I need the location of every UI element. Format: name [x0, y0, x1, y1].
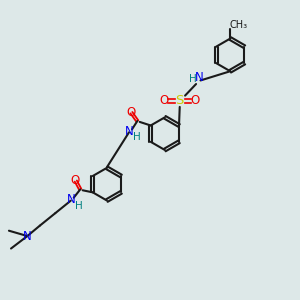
Text: O: O — [190, 94, 200, 107]
Text: O: O — [70, 174, 80, 187]
Text: N: N — [23, 230, 32, 242]
Text: O: O — [126, 106, 135, 119]
Text: N: N — [67, 193, 76, 206]
Text: H: H — [134, 132, 141, 142]
Text: H: H — [189, 74, 196, 84]
Text: O: O — [160, 94, 169, 107]
Text: CH₃: CH₃ — [230, 20, 247, 30]
Text: N: N — [125, 125, 134, 138]
Text: S: S — [176, 94, 184, 107]
Text: H: H — [75, 201, 83, 211]
Text: N: N — [195, 71, 203, 84]
